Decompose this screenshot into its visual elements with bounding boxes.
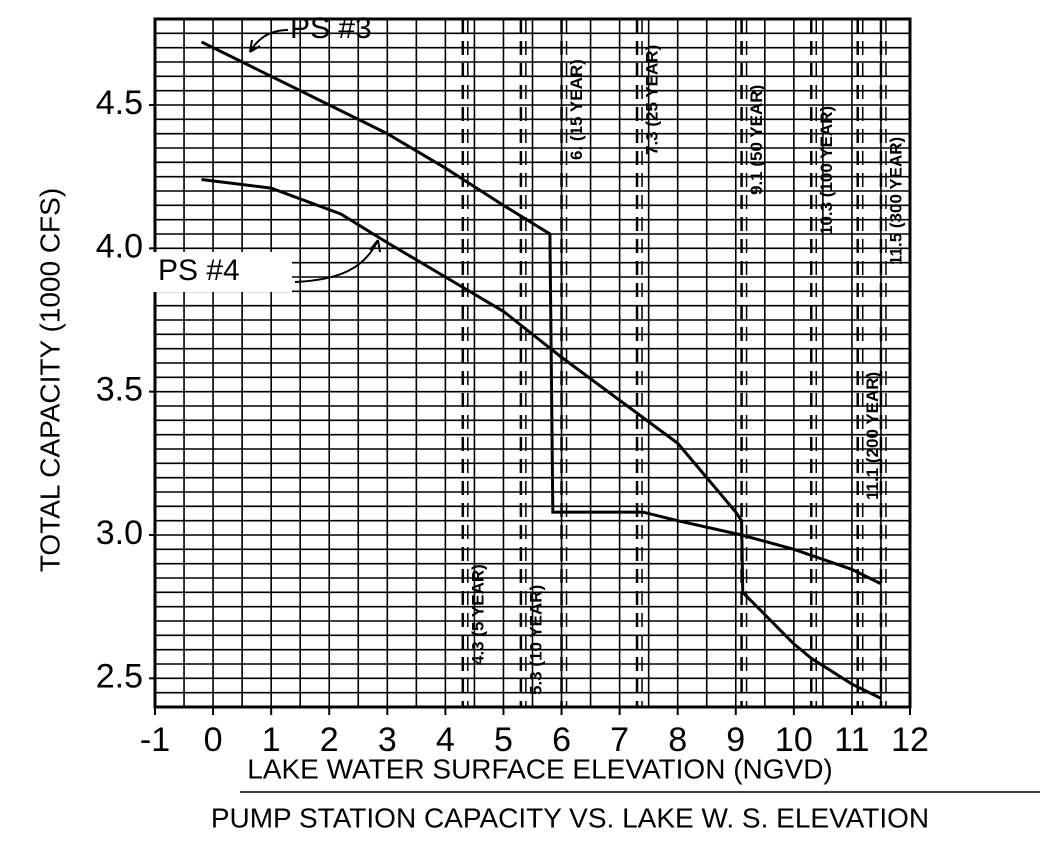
x-tick-label: 4 <box>436 721 455 759</box>
series-label: PS #4 <box>158 254 240 287</box>
annotation-arrow <box>249 29 289 53</box>
x-tick-label: 11 <box>834 721 869 759</box>
y-tick-label: 4.0 <box>96 227 143 265</box>
x-tick-label: 9 <box>726 721 745 759</box>
x-tick-label: 2 <box>320 721 339 759</box>
reference-label: 11.1 (200 YEAR) <box>863 372 882 500</box>
x-tick-label: 1 <box>262 721 281 759</box>
plot-frame <box>153 17 912 709</box>
x-axis-label: LAKE WATER SURFACE ELEVATION (NGVD) <box>247 753 833 784</box>
x-tick-label: 10 <box>775 721 813 759</box>
annotation-arrow <box>294 239 379 283</box>
data-line <box>201 178 882 700</box>
reference-label: 5.3 (10 YEAR) <box>526 585 545 695</box>
x-tick-label: 3 <box>378 721 397 759</box>
reference-label: 9.1 (50 YEAR) <box>747 85 766 195</box>
x-tick-label: -1 <box>140 721 170 759</box>
x-tick-label: 6 <box>552 721 571 759</box>
x-tick-label: 7 <box>610 721 629 759</box>
reference-label: 6. (15 YEAR) <box>567 59 586 160</box>
reference-label: 10.3 (100 YEAR) <box>817 106 836 235</box>
label-box <box>152 252 292 292</box>
x-tick-label: 8 <box>668 721 687 759</box>
reference-label: 4.3 (5 YEAR) <box>468 564 487 665</box>
arrow-head <box>249 39 261 53</box>
x-tick-label: 0 <box>204 721 223 759</box>
y-tick-label: 3.5 <box>96 371 143 409</box>
y-tick-label: 2.5 <box>96 657 143 695</box>
x-tick-label: 5 <box>494 721 513 759</box>
data-line <box>200 40 882 586</box>
y-axis-label: TOTAL CAPACITY (1000 CFS) <box>34 188 65 572</box>
chart-title: PUMP STATION CAPACITY VS. LAKE W. S. ELE… <box>211 802 929 833</box>
arrow-head <box>369 239 381 253</box>
series-label: PS #3 <box>290 12 372 45</box>
y-tick-label: 4.5 <box>96 84 143 122</box>
y-tick-label: 3.0 <box>96 514 143 552</box>
reference-label: 11.5 (300 YEAR) <box>886 137 905 265</box>
reference-label: 7.3 (25 YEAR) <box>643 45 662 155</box>
x-tick-label: 12 <box>891 721 929 759</box>
